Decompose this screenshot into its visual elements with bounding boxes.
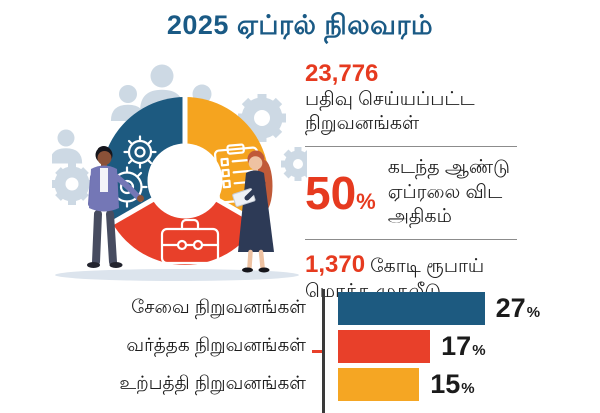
bar-row: சேவை நிறுவனங்கள் 27% (0, 289, 600, 327)
gear-silhouette-icon (238, 94, 286, 142)
percent-sign: % (356, 189, 376, 214)
bar-chart: சேவை நிறுவனங்கள் 27% வர்த்தக நிறுவனங்கள் 17… (0, 289, 600, 413)
donut-segment-red (112, 181, 258, 265)
registered-label-line2: நிறுவனங்கள் (305, 113, 420, 135)
bar-value: 17% (441, 330, 486, 361)
growth-value: 50 (305, 167, 357, 219)
ground-shadow (55, 269, 299, 281)
bar-label: வர்த்தக நிறுவனங்கள் (126, 334, 306, 355)
growth-label: கடந்த ஆண்டு ஏப்ரலை விட அதிகம் (387, 156, 511, 228)
divider (305, 239, 517, 241)
bar (337, 291, 485, 325)
page-title: 2025 ஏப்ரல் நிலவரம் (166, 10, 434, 40)
investment-line1: 1,370 கோடி ரூபாய் (305, 249, 575, 280)
bar-row: உற்பத்தி நிறுவனங்கள் 15% (0, 365, 600, 403)
registered-label-line1: பதிவு செய்யப்பட்ட (305, 88, 475, 110)
woman-figure (232, 150, 274, 273)
axis-tick (312, 350, 322, 353)
bar-row: வர்த்தக நிறுவனங்கள் 17% (0, 327, 600, 365)
man-figure (87, 146, 144, 268)
stats-panel: 23,776 பதிவு செய்யப்பட்ட நிறுவனங்கள் 50 … (305, 60, 575, 305)
donut-illustration (52, 64, 307, 281)
bar-label: சேவை நிறுவனங்கள் (131, 296, 306, 317)
divider (305, 145, 517, 147)
bar-value: 15% (430, 368, 475, 399)
registered-count: 23,776 (305, 60, 379, 87)
gear-silhouette-icon (52, 163, 93, 205)
background-silhouettes (52, 64, 307, 205)
bar-value: 27% (495, 292, 541, 323)
investment-unit: கோடி ரூபாய் (370, 256, 485, 278)
bar (337, 329, 431, 363)
investment-value: 1,370 (305, 251, 366, 279)
person-silhouette-icon (52, 129, 83, 164)
bar-label: உற்பத்தி நிறுவனங்கள் (119, 372, 306, 393)
stat-growth: 50 % கடந்த ஆண்டு ஏப்ரலை விட அதிகம் (305, 156, 575, 230)
stat-registered: 23,776 பதிவு செய்யப்பட்ட நிறுவனங்கள் (305, 60, 575, 137)
briefcase-icon (160, 218, 220, 265)
bar (337, 367, 420, 401)
growth-percent: 50 % (305, 170, 376, 216)
bar-rows: சேவை நிறுவனங்கள் 27% வர்த்தக நிறுவனங்கள் 17… (0, 289, 600, 403)
chart-axis (322, 289, 325, 413)
gear-silhouette-icon (281, 147, 307, 181)
